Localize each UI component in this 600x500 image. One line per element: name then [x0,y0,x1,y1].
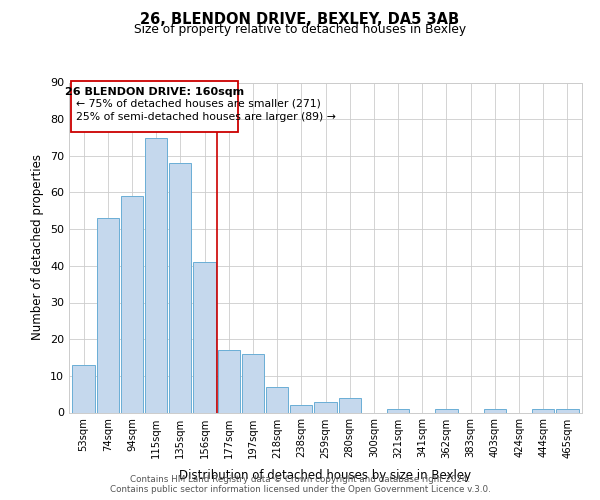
Text: 25% of semi-detached houses are larger (89) →: 25% of semi-detached houses are larger (… [76,112,335,122]
Text: 26, BLENDON DRIVE, BEXLEY, DA5 3AB: 26, BLENDON DRIVE, BEXLEY, DA5 3AB [140,12,460,28]
Bar [532,409,554,412]
Bar [218,350,240,412]
Text: Contains public sector information licensed under the Open Government Licence v.: Contains public sector information licen… [110,485,490,494]
Bar [121,196,143,412]
Bar [436,409,458,412]
Bar [556,409,578,412]
Bar [97,218,119,412]
Bar [484,409,506,412]
Bar [314,402,337,412]
Text: ← 75% of detached houses are smaller (271): ← 75% of detached houses are smaller (27… [76,99,320,109]
Text: 26 BLENDON DRIVE: 160sqm: 26 BLENDON DRIVE: 160sqm [65,86,244,97]
Bar [145,138,167,412]
Bar [73,365,95,412]
Y-axis label: Number of detached properties: Number of detached properties [31,154,44,340]
Bar [242,354,264,412]
Bar [387,409,409,412]
Text: Contains HM Land Registry data © Crown copyright and database right 2024.: Contains HM Land Registry data © Crown c… [130,475,470,484]
Bar [193,262,215,412]
Bar [169,163,191,412]
FancyBboxPatch shape [71,80,238,132]
X-axis label: Distribution of detached houses by size in Bexley: Distribution of detached houses by size … [179,469,472,482]
Text: Size of property relative to detached houses in Bexley: Size of property relative to detached ho… [134,22,466,36]
Bar [338,398,361,412]
Bar [290,405,313,412]
Bar [266,387,288,412]
